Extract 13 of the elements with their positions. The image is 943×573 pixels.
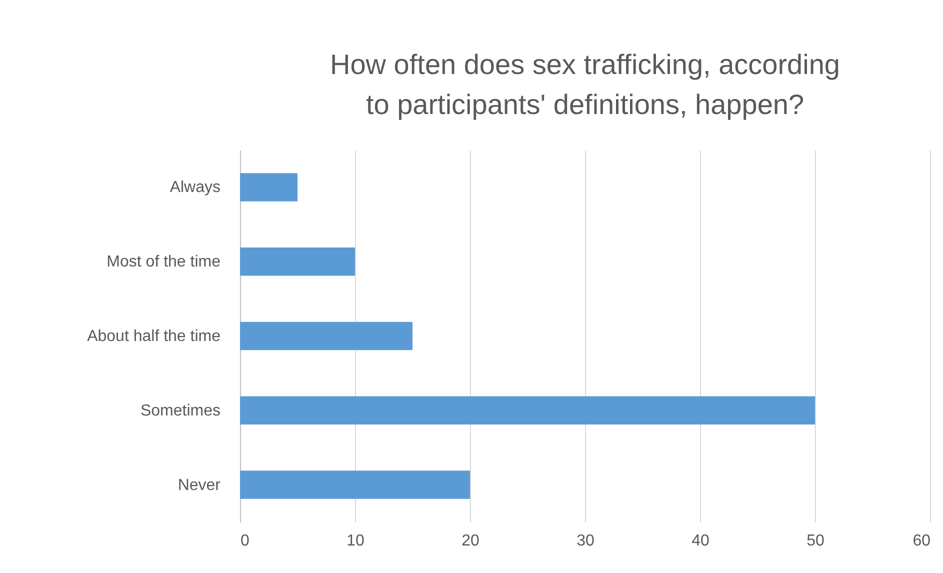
y-tick-label: Most of the time: [106, 254, 221, 271]
x-tick-label: 40: [692, 532, 710, 550]
x-tick-label: 60: [912, 532, 931, 550]
y-tick-label: Never: [178, 476, 222, 494]
y-tick-label: About half the time: [87, 328, 221, 345]
y-tick-label: Always: [170, 179, 220, 196]
x-tick-label: 0: [240, 532, 250, 550]
x-tick-label: 50: [806, 532, 824, 550]
x-tick-label: 10: [346, 532, 364, 550]
y-tick-label: Sometimes: [140, 402, 220, 420]
x-tick-label: 20: [462, 532, 480, 550]
chart-title: How often does sex trafficking, according to participants' definitions, happen?: [330, 49, 840, 120]
x-tick-label: 30: [576, 532, 594, 550]
